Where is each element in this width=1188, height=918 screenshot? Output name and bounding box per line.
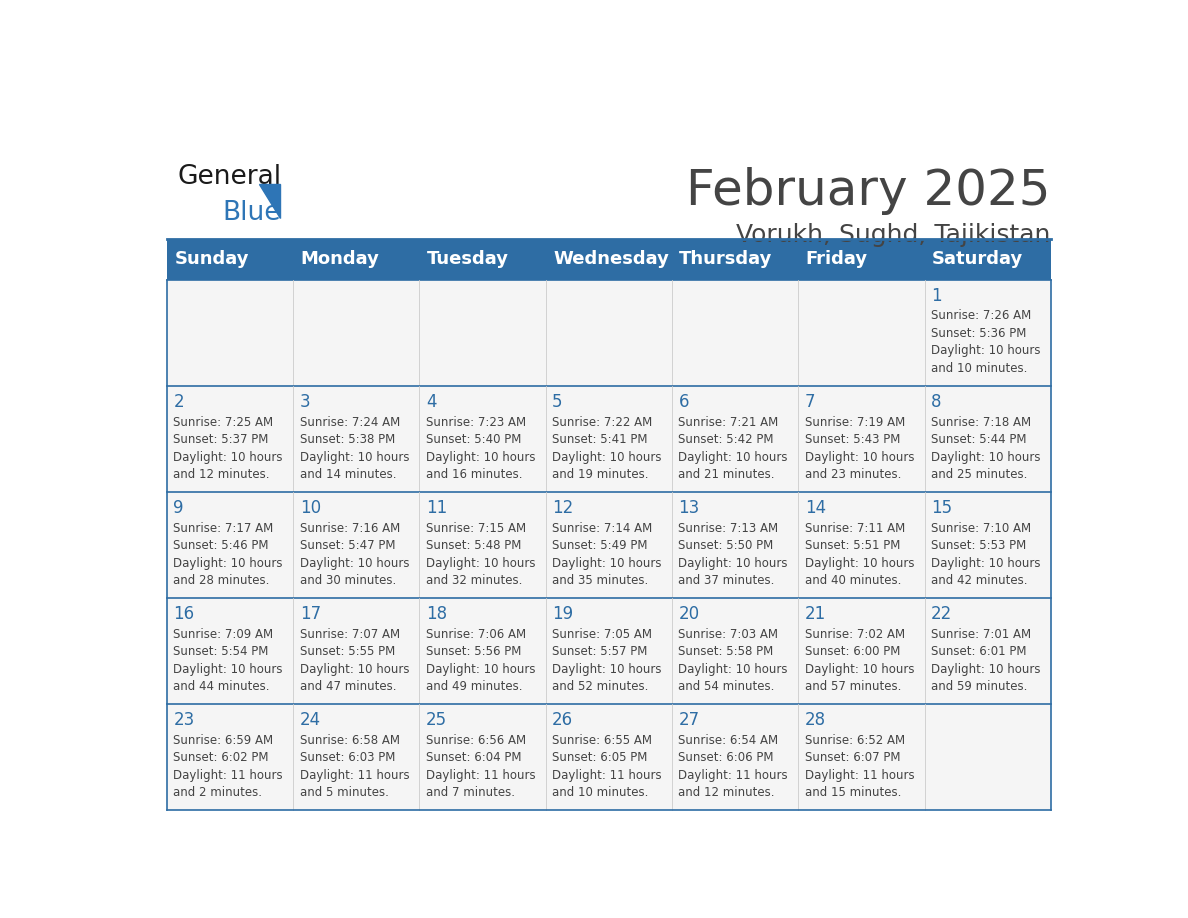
Text: Sunrise: 7:11 AM
Sunset: 5:51 PM
Daylight: 10 hours
and 40 minutes.: Sunrise: 7:11 AM Sunset: 5:51 PM Dayligh… (804, 521, 915, 587)
Text: Wednesday: Wednesday (554, 251, 669, 268)
Text: Sunrise: 7:02 AM
Sunset: 6:00 PM
Daylight: 10 hours
and 57 minutes.: Sunrise: 7:02 AM Sunset: 6:00 PM Dayligh… (804, 628, 915, 693)
Text: Sunrise: 7:09 AM
Sunset: 5:54 PM
Daylight: 10 hours
and 44 minutes.: Sunrise: 7:09 AM Sunset: 5:54 PM Dayligh… (173, 628, 283, 693)
Bar (166, 386, 1051, 492)
Text: 19: 19 (552, 605, 574, 623)
Text: 22: 22 (931, 605, 953, 623)
Text: Sunrise: 6:55 AM
Sunset: 6:05 PM
Daylight: 11 hours
and 10 minutes.: Sunrise: 6:55 AM Sunset: 6:05 PM Dayligh… (552, 733, 662, 799)
Text: Sunrise: 7:01 AM
Sunset: 6:01 PM
Daylight: 10 hours
and 59 minutes.: Sunrise: 7:01 AM Sunset: 6:01 PM Dayligh… (931, 628, 1041, 693)
Text: Sunrise: 7:15 AM
Sunset: 5:48 PM
Daylight: 10 hours
and 32 minutes.: Sunrise: 7:15 AM Sunset: 5:48 PM Dayligh… (425, 521, 536, 587)
Text: 16: 16 (173, 605, 195, 623)
Bar (166, 704, 1051, 810)
Text: Sunrise: 6:54 AM
Sunset: 6:06 PM
Daylight: 11 hours
and 12 minutes.: Sunrise: 6:54 AM Sunset: 6:06 PM Dayligh… (678, 733, 788, 799)
Bar (166, 492, 1051, 598)
Text: 12: 12 (552, 498, 574, 517)
Text: 26: 26 (552, 711, 574, 729)
Text: Sunrise: 7:07 AM
Sunset: 5:55 PM
Daylight: 10 hours
and 47 minutes.: Sunrise: 7:07 AM Sunset: 5:55 PM Dayligh… (299, 628, 409, 693)
Text: Sunrise: 7:17 AM
Sunset: 5:46 PM
Daylight: 10 hours
and 28 minutes.: Sunrise: 7:17 AM Sunset: 5:46 PM Dayligh… (173, 521, 283, 587)
Bar (166, 280, 1051, 386)
Text: February 2025: February 2025 (687, 167, 1051, 215)
Text: Sunrise: 7:13 AM
Sunset: 5:50 PM
Daylight: 10 hours
and 37 minutes.: Sunrise: 7:13 AM Sunset: 5:50 PM Dayligh… (678, 521, 788, 587)
Text: 2: 2 (173, 393, 184, 411)
Text: 20: 20 (678, 605, 700, 623)
Text: Sunrise: 7:05 AM
Sunset: 5:57 PM
Daylight: 10 hours
and 52 minutes.: Sunrise: 7:05 AM Sunset: 5:57 PM Dayligh… (552, 628, 662, 693)
Text: 6: 6 (678, 393, 689, 411)
Text: 13: 13 (678, 498, 700, 517)
Text: Sunrise: 7:06 AM
Sunset: 5:56 PM
Daylight: 10 hours
and 49 minutes.: Sunrise: 7:06 AM Sunset: 5:56 PM Dayligh… (425, 628, 536, 693)
Text: Thursday: Thursday (680, 251, 772, 268)
Text: Sunrise: 7:23 AM
Sunset: 5:40 PM
Daylight: 10 hours
and 16 minutes.: Sunrise: 7:23 AM Sunset: 5:40 PM Dayligh… (425, 416, 536, 481)
Text: Sunrise: 7:25 AM
Sunset: 5:37 PM
Daylight: 10 hours
and 12 minutes.: Sunrise: 7:25 AM Sunset: 5:37 PM Dayligh… (173, 416, 283, 481)
Text: Vorukh, Sughd, Tajikistan: Vorukh, Sughd, Tajikistan (737, 223, 1051, 247)
Text: Monday: Monday (301, 251, 379, 268)
Text: 1: 1 (931, 286, 942, 305)
Text: 11: 11 (425, 498, 447, 517)
Text: 4: 4 (425, 393, 436, 411)
Text: 28: 28 (804, 711, 826, 729)
Text: 23: 23 (173, 711, 195, 729)
Text: Sunrise: 7:26 AM
Sunset: 5:36 PM
Daylight: 10 hours
and 10 minutes.: Sunrise: 7:26 AM Sunset: 5:36 PM Dayligh… (931, 309, 1041, 375)
Text: 18: 18 (425, 605, 447, 623)
Text: 27: 27 (678, 711, 700, 729)
Text: 5: 5 (552, 393, 563, 411)
Text: 17: 17 (299, 605, 321, 623)
Text: Sunrise: 7:14 AM
Sunset: 5:49 PM
Daylight: 10 hours
and 35 minutes.: Sunrise: 7:14 AM Sunset: 5:49 PM Dayligh… (552, 521, 662, 587)
Text: 21: 21 (804, 605, 826, 623)
Text: 9: 9 (173, 498, 184, 517)
Text: Sunrise: 6:58 AM
Sunset: 6:03 PM
Daylight: 11 hours
and 5 minutes.: Sunrise: 6:58 AM Sunset: 6:03 PM Dayligh… (299, 733, 409, 799)
Bar (166, 239, 1051, 280)
Text: 24: 24 (299, 711, 321, 729)
Text: Sunday: Sunday (175, 251, 248, 268)
Text: Saturday: Saturday (931, 251, 1023, 268)
Text: Friday: Friday (805, 251, 867, 268)
Text: 3: 3 (299, 393, 310, 411)
Text: Sunrise: 6:52 AM
Sunset: 6:07 PM
Daylight: 11 hours
and 15 minutes.: Sunrise: 6:52 AM Sunset: 6:07 PM Dayligh… (804, 733, 915, 799)
Text: 7: 7 (804, 393, 815, 411)
Text: 14: 14 (804, 498, 826, 517)
Text: Blue: Blue (222, 200, 280, 226)
Text: 15: 15 (931, 498, 952, 517)
Text: Sunrise: 7:19 AM
Sunset: 5:43 PM
Daylight: 10 hours
and 23 minutes.: Sunrise: 7:19 AM Sunset: 5:43 PM Dayligh… (804, 416, 915, 481)
Text: Tuesday: Tuesday (426, 251, 508, 268)
Text: 10: 10 (299, 498, 321, 517)
Text: 25: 25 (425, 711, 447, 729)
Text: 8: 8 (931, 393, 941, 411)
Polygon shape (259, 185, 280, 218)
Text: Sunrise: 7:18 AM
Sunset: 5:44 PM
Daylight: 10 hours
and 25 minutes.: Sunrise: 7:18 AM Sunset: 5:44 PM Dayligh… (931, 416, 1041, 481)
Text: Sunrise: 7:24 AM
Sunset: 5:38 PM
Daylight: 10 hours
and 14 minutes.: Sunrise: 7:24 AM Sunset: 5:38 PM Dayligh… (299, 416, 409, 481)
Text: Sunrise: 7:10 AM
Sunset: 5:53 PM
Daylight: 10 hours
and 42 minutes.: Sunrise: 7:10 AM Sunset: 5:53 PM Dayligh… (931, 521, 1041, 587)
Bar (166, 598, 1051, 704)
Text: Sunrise: 6:56 AM
Sunset: 6:04 PM
Daylight: 11 hours
and 7 minutes.: Sunrise: 6:56 AM Sunset: 6:04 PM Dayligh… (425, 733, 536, 799)
Text: Sunrise: 7:03 AM
Sunset: 5:58 PM
Daylight: 10 hours
and 54 minutes.: Sunrise: 7:03 AM Sunset: 5:58 PM Dayligh… (678, 628, 788, 693)
Text: General: General (178, 164, 282, 190)
Text: Sunrise: 6:59 AM
Sunset: 6:02 PM
Daylight: 11 hours
and 2 minutes.: Sunrise: 6:59 AM Sunset: 6:02 PM Dayligh… (173, 733, 283, 799)
Text: Sunrise: 7:21 AM
Sunset: 5:42 PM
Daylight: 10 hours
and 21 minutes.: Sunrise: 7:21 AM Sunset: 5:42 PM Dayligh… (678, 416, 788, 481)
Text: Sunrise: 7:22 AM
Sunset: 5:41 PM
Daylight: 10 hours
and 19 minutes.: Sunrise: 7:22 AM Sunset: 5:41 PM Dayligh… (552, 416, 662, 481)
Text: Sunrise: 7:16 AM
Sunset: 5:47 PM
Daylight: 10 hours
and 30 minutes.: Sunrise: 7:16 AM Sunset: 5:47 PM Dayligh… (299, 521, 409, 587)
